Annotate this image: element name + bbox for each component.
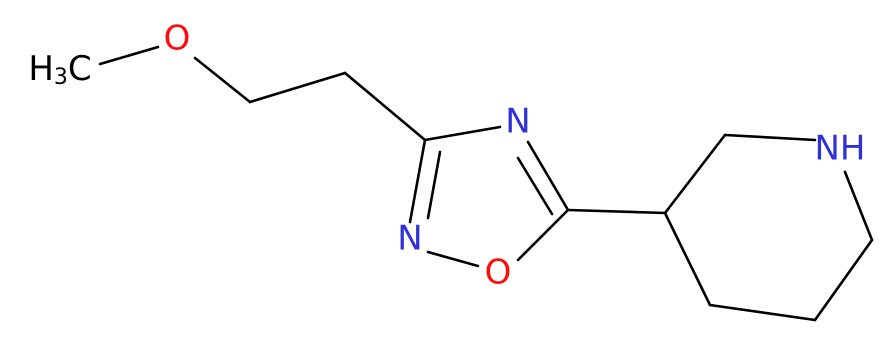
bond bbox=[708, 303, 817, 322]
bond bbox=[663, 133, 727, 215]
bond bbox=[423, 125, 502, 142]
subscript: 3 bbox=[54, 65, 68, 90]
bond bbox=[408, 138, 427, 224]
atom-label: NH bbox=[815, 129, 866, 169]
atom-h: H bbox=[28, 49, 54, 89]
atom-label: N bbox=[397, 219, 422, 259]
bond bbox=[426, 150, 442, 220]
bond bbox=[248, 71, 347, 104]
atom-c: C bbox=[68, 49, 92, 89]
methyl-label: H3C bbox=[28, 49, 91, 91]
bond bbox=[723, 133, 817, 142]
bond bbox=[98, 45, 160, 66]
atom-label: O bbox=[164, 19, 191, 59]
bond bbox=[193, 56, 252, 104]
bond bbox=[343, 71, 427, 142]
atom-label: N bbox=[505, 102, 530, 142]
bond bbox=[843, 170, 874, 242]
bonds bbox=[98, 45, 874, 322]
bond bbox=[813, 238, 874, 322]
bond bbox=[663, 211, 712, 307]
bond bbox=[516, 208, 570, 262]
bond bbox=[566, 208, 667, 215]
bond bbox=[426, 250, 480, 268]
atom-label: O bbox=[485, 253, 512, 293]
bond bbox=[526, 140, 570, 212]
bond bbox=[516, 156, 554, 216]
